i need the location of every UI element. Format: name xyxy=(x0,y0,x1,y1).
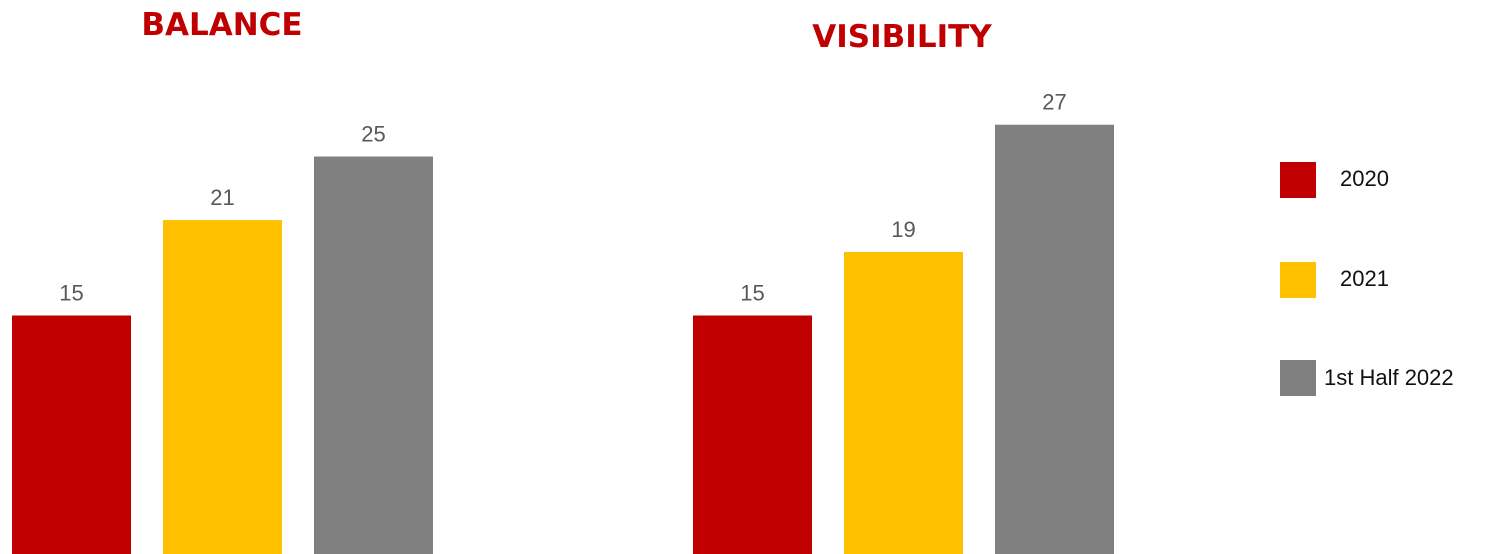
legend-item-2021: 2021 xyxy=(1280,262,1490,302)
visibility-chart-title: VISIBILITY xyxy=(812,19,992,55)
balance-bar-2020 xyxy=(12,315,131,554)
balance-bar-2021 xyxy=(163,220,282,554)
balance-bar-group: 15 21 25 xyxy=(12,122,433,554)
visibility-value-label-2021: 19 xyxy=(891,217,915,242)
visibility-bar-2020 xyxy=(693,315,812,554)
legend-swatch-2021 xyxy=(1280,262,1316,298)
visibility-bar-1st-half-2022 xyxy=(995,124,1114,554)
balance-value-label-1st-half-2022: 25 xyxy=(361,122,385,147)
balance-value-label-2020: 15 xyxy=(59,281,83,306)
visibility-bar-2021 xyxy=(844,251,963,554)
legend-swatch-2020 xyxy=(1280,162,1316,198)
legend-label-2021: 2021 xyxy=(1340,266,1389,291)
balance-bar-1st-half-2022 xyxy=(314,156,433,554)
legend-label-2020: 2020 xyxy=(1340,166,1389,191)
legend-swatch-1st-half-2022 xyxy=(1280,360,1316,396)
visibility-value-label-2020: 15 xyxy=(740,281,764,306)
balance-chart-title: BALANCE xyxy=(141,7,303,43)
legend-label-1st-half-2022: 1st Half 2022 xyxy=(1324,365,1454,390)
visibility-bar-group: 15 19 27 xyxy=(693,90,1114,554)
visibility-value-label-1st-half-2022: 27 xyxy=(1042,90,1066,115)
balance-value-label-2021: 21 xyxy=(210,185,234,210)
legend-item-2020: 2020 xyxy=(1280,162,1490,202)
legend-item-1st-half-2022: 1st Half 2022 xyxy=(1280,360,1490,400)
